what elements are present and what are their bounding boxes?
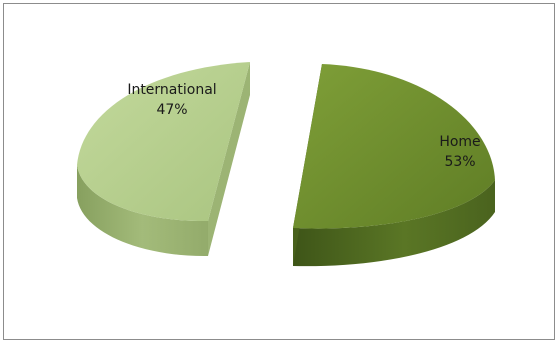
label-international-name: International bbox=[127, 82, 216, 98]
label-international-percent: 47% bbox=[156, 102, 187, 118]
slice-international[interactable] bbox=[77, 62, 250, 257]
slice-home-side bbox=[293, 180, 495, 267]
slice-international-cut-face bbox=[208, 62, 250, 256]
slice-international-side bbox=[77, 165, 208, 257]
slice-home[interactable] bbox=[293, 64, 495, 267]
label-home-percent: 53% bbox=[444, 154, 475, 170]
slice-international-top bbox=[77, 62, 250, 222]
slice-home-top bbox=[293, 64, 495, 229]
label-home-name: Home bbox=[439, 134, 480, 150]
